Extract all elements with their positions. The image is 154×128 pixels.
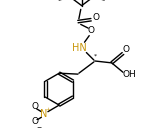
Text: O: O <box>122 45 129 54</box>
Text: O: O <box>31 118 38 126</box>
Text: *: * <box>94 54 97 59</box>
Text: N: N <box>41 109 48 119</box>
Text: O: O <box>88 26 95 35</box>
Text: O: O <box>92 13 99 22</box>
Text: HN: HN <box>72 43 87 53</box>
Text: OH: OH <box>123 70 136 79</box>
Text: −: − <box>36 124 41 128</box>
Text: O: O <box>31 103 38 111</box>
Text: +: + <box>45 107 51 112</box>
